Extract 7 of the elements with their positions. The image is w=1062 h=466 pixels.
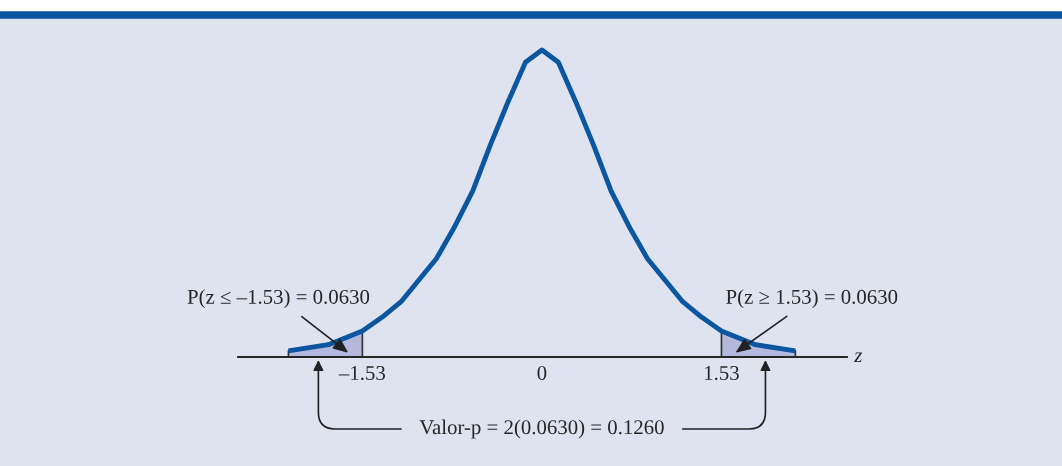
x-tick-label: 0 <box>537 365 547 380</box>
x-tick-label: –1.53 <box>338 365 386 381</box>
x-axis-title: z <box>854 352 863 363</box>
annotation: P(z ≤ –1.53) = 0.0630 <box>187 289 370 309</box>
annotation: P(z ≥ 1.53) = 0.0630 <box>726 289 898 309</box>
x-tick-label: 1.53 <box>705 365 739 381</box>
text: Valor-p = 2(0.0630) = 0.1260 <box>419 419 664 439</box>
